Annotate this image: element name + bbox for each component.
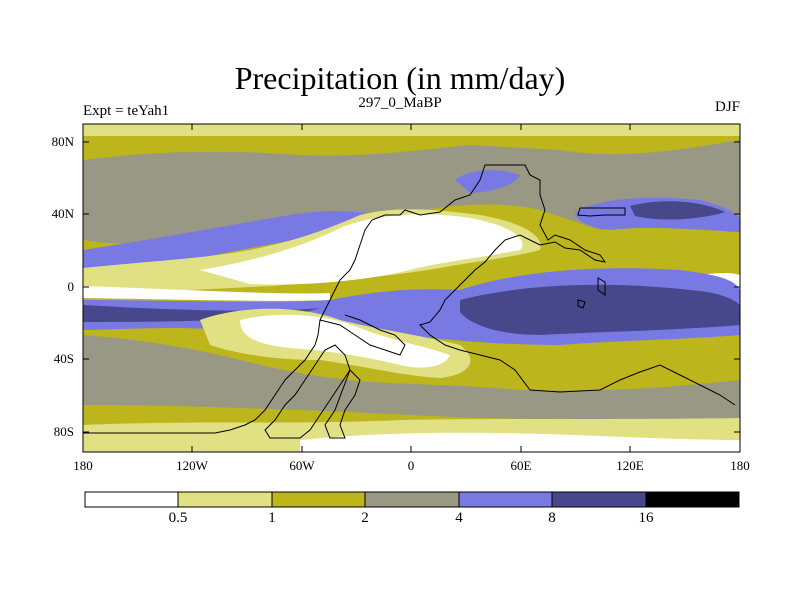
field-nh-dark-east xyxy=(630,201,725,220)
time-label: 297_0_MaBP xyxy=(358,95,442,111)
lon-label-180w: 180 xyxy=(73,458,93,473)
map-title: Precipitation (in mm/day) xyxy=(234,60,566,96)
field-nh-gray xyxy=(83,140,740,244)
colorbar-box-3 xyxy=(272,492,365,507)
lon-label-180e: 180 xyxy=(730,458,750,473)
field-eq-dry xyxy=(83,286,330,301)
field-nh-purple-north xyxy=(455,170,520,193)
lon-label-60e: 60E xyxy=(510,458,532,473)
colorbar-label-2: 2 xyxy=(361,510,369,526)
colorbar-label-0-5: 0.5 xyxy=(168,510,188,526)
lon-label-120w: 120W xyxy=(176,458,208,473)
outline-southern-landmass xyxy=(264,344,351,439)
colorbar-box-4 xyxy=(365,492,459,507)
outline-americas-west xyxy=(83,164,486,434)
colorbar-box-6 xyxy=(552,492,646,507)
outline-southern-landmass-2 xyxy=(324,369,361,439)
outline-south-america xyxy=(319,314,406,356)
colorbar-box-7 xyxy=(646,492,739,507)
field-sh-gray xyxy=(83,335,740,420)
outline-island-north xyxy=(577,207,626,217)
field-sh-tropic-dark-west xyxy=(83,305,320,322)
colorbar-box-2 xyxy=(178,492,272,507)
axis-ticks xyxy=(83,124,740,452)
continent-outlines xyxy=(83,164,736,439)
colorbar-box-5 xyxy=(459,492,552,507)
colorbar-label-8: 8 xyxy=(548,510,556,526)
outline-eurasia-africa xyxy=(419,164,736,406)
outline-island-small xyxy=(577,299,586,309)
colorbar-box-1 xyxy=(85,492,178,507)
lat-label-40n: 40N xyxy=(51,206,74,221)
field-nh-purple-west xyxy=(83,211,390,268)
lat-label-40s: 40S xyxy=(53,351,74,366)
precipitation-field xyxy=(83,124,740,452)
colorbar-frame xyxy=(84,491,740,508)
lat-label-80s: 80S xyxy=(53,424,74,439)
lon-label-60w: 60W xyxy=(289,458,315,473)
season-label: DJF xyxy=(714,99,740,115)
lon-label-0: 0 xyxy=(407,458,415,473)
colorbar-label-1: 1 xyxy=(268,510,276,526)
field-nh-subtrop-dry xyxy=(200,214,523,285)
outline-island-east xyxy=(597,277,606,296)
colorbar xyxy=(84,491,740,508)
field-sh-tropic-dark-east xyxy=(460,284,740,335)
colorbar-label-16: 16 xyxy=(638,510,654,526)
lat-label-80n: 80N xyxy=(51,134,74,149)
colorbar-label-4: 4 xyxy=(455,510,463,526)
lon-label-120e: 120E xyxy=(616,458,644,473)
lat-label-0: 0 xyxy=(67,279,75,294)
experiment-label: Expt = teYah1 xyxy=(83,103,170,119)
